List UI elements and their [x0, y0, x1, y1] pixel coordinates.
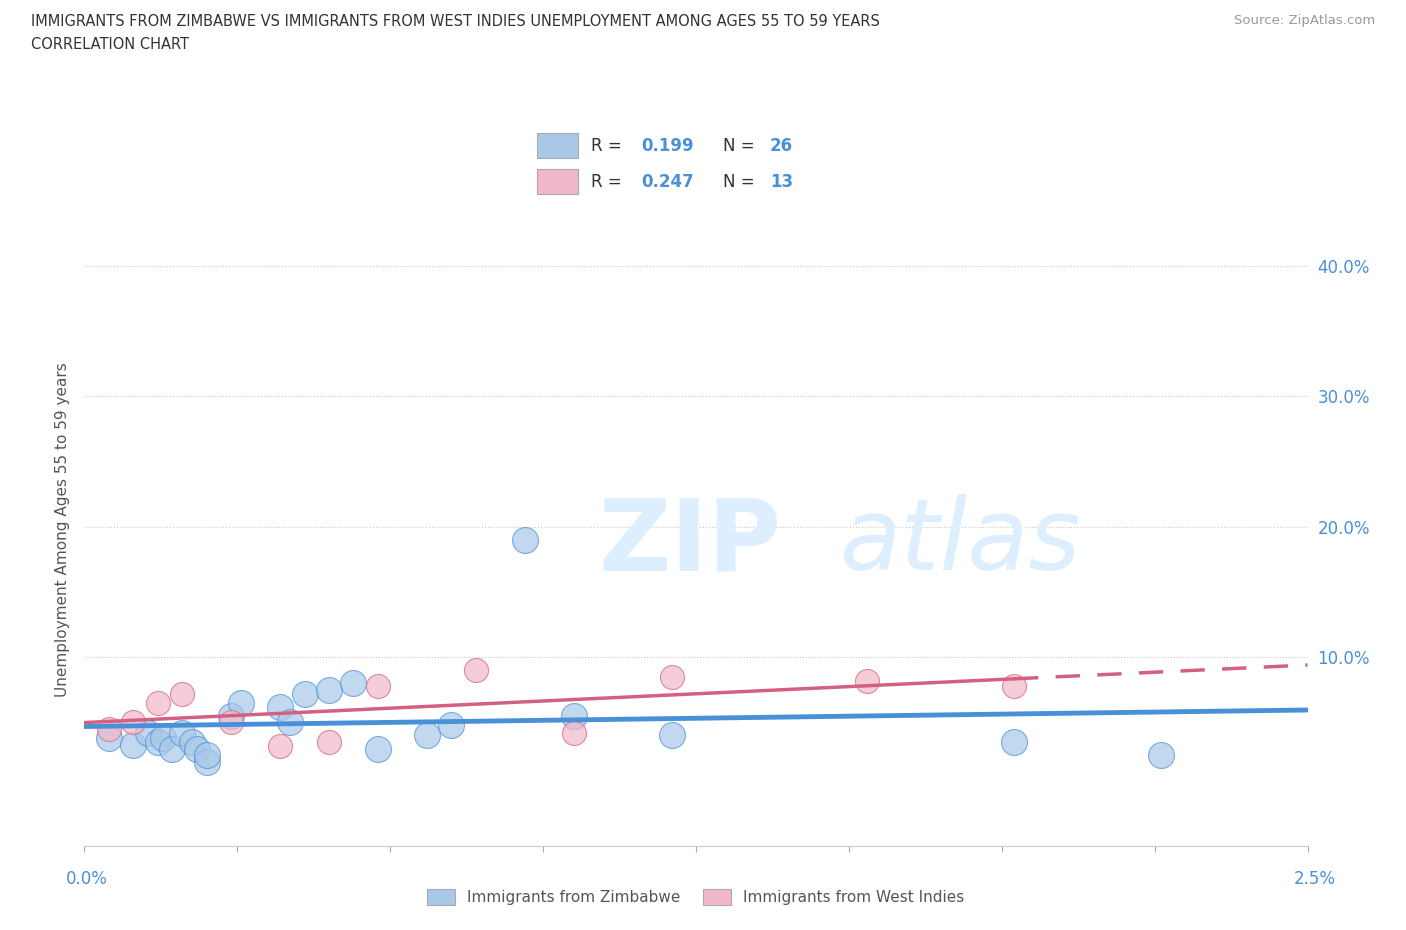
Text: 0.0%: 0.0%: [66, 870, 108, 888]
Point: [440, 718, 463, 733]
Text: R =: R =: [591, 173, 627, 191]
Point: [122, 737, 145, 752]
Point: [146, 696, 169, 711]
Legend: Immigrants from Zimbabwe, Immigrants from West Indies: Immigrants from Zimbabwe, Immigrants fro…: [422, 883, 970, 911]
Point: [342, 676, 364, 691]
Text: 13: 13: [770, 173, 793, 191]
Point: [146, 735, 169, 750]
Text: 0.247: 0.247: [641, 173, 695, 191]
Point: [416, 728, 439, 743]
Point: [318, 735, 340, 750]
Text: 26: 26: [770, 137, 793, 154]
Point: [97, 731, 120, 746]
Point: [661, 728, 683, 743]
Point: [562, 709, 585, 724]
Point: [181, 735, 204, 750]
Y-axis label: Unemployment Among Ages 55 to 59 years: Unemployment Among Ages 55 to 59 years: [55, 363, 70, 698]
Point: [318, 683, 340, 698]
Point: [152, 731, 174, 746]
Point: [229, 696, 252, 711]
Text: 0.199: 0.199: [641, 137, 695, 154]
Point: [122, 715, 145, 730]
Point: [162, 741, 184, 756]
Text: ZIP: ZIP: [598, 494, 780, 591]
Text: 2.5%: 2.5%: [1294, 870, 1336, 888]
Point: [1002, 679, 1025, 694]
Text: CORRELATION CHART: CORRELATION CHART: [31, 37, 188, 52]
Point: [367, 679, 389, 694]
Text: R =: R =: [591, 137, 627, 154]
Text: Source: ZipAtlas.com: Source: ZipAtlas.com: [1234, 14, 1375, 27]
Text: N =: N =: [723, 137, 759, 154]
Point: [219, 709, 242, 724]
Point: [1002, 735, 1025, 750]
Point: [97, 722, 120, 737]
Point: [136, 725, 159, 740]
Point: [172, 725, 194, 740]
Point: [513, 533, 536, 548]
Point: [562, 725, 585, 740]
Point: [269, 738, 291, 753]
Point: [294, 686, 316, 701]
Text: N =: N =: [723, 173, 759, 191]
Point: [464, 663, 486, 678]
Point: [195, 748, 218, 763]
Point: [219, 715, 242, 730]
Point: [278, 715, 301, 730]
Point: [186, 741, 208, 756]
Text: atlas: atlas: [841, 494, 1083, 591]
Point: [269, 699, 291, 714]
Point: [1150, 748, 1173, 763]
Text: IMMIGRANTS FROM ZIMBABWE VS IMMIGRANTS FROM WEST INDIES UNEMPLOYMENT AMONG AGES : IMMIGRANTS FROM ZIMBABWE VS IMMIGRANTS F…: [31, 14, 880, 29]
Point: [661, 670, 683, 684]
Point: [172, 686, 194, 701]
FancyBboxPatch shape: [537, 169, 578, 194]
Point: [367, 741, 389, 756]
Point: [856, 673, 879, 688]
FancyBboxPatch shape: [537, 133, 578, 158]
Point: [195, 754, 218, 769]
